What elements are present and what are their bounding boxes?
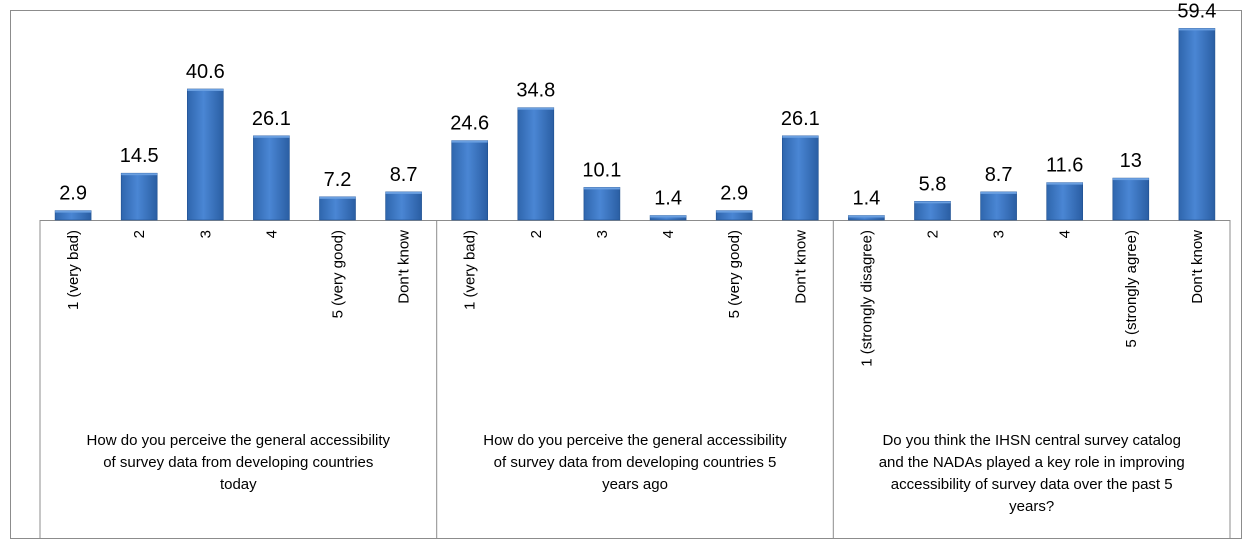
bar-g2-c1: [451, 140, 489, 221]
category-label: 1 (very bad): [65, 230, 82, 310]
bar-highlight: [583, 187, 620, 190]
category-label: 3: [991, 230, 1008, 238]
data-label: 26.1: [781, 108, 820, 130]
bar-g1-c3: [187, 88, 224, 221]
bar-g3-c5: [1112, 177, 1150, 221]
plot-area: 2.9 1 (very bad) 14.5 2 40.6 3 26.1 4 7.2 5 (very…: [39, 0, 1231, 539]
data-label: 26.1: [252, 108, 291, 130]
group-label-line: accessibility of survey data over the pa…: [891, 476, 1173, 493]
category-label: 5 (very good): [726, 230, 743, 318]
bar-highlight: [187, 89, 224, 91]
bar-g2-c3: [583, 187, 621, 221]
data-label: 40.6: [186, 61, 225, 83]
category-label: Don't know: [792, 230, 809, 304]
bar-g3-c3: [980, 191, 1017, 221]
bar-highlight: [55, 210, 92, 213]
group-label-line: of survey data from developing countries…: [494, 454, 777, 471]
category-label: 2: [131, 230, 148, 238]
bar-highlight: [650, 215, 687, 218]
group-label-line: Do you think the IHSN central survey cat…: [882, 432, 1180, 449]
bar-g3-c2: [914, 201, 951, 221]
data-label: 59.4: [1177, 0, 1216, 22]
data-label: 14.5: [120, 145, 159, 167]
bar-g1-c6: [385, 191, 422, 221]
bar-highlight: [319, 196, 356, 199]
data-label: 8.7: [390, 164, 418, 186]
bar-g1-c2: [120, 172, 158, 221]
category-label: 3: [197, 230, 214, 238]
bar-highlight: [121, 173, 158, 176]
bar-highlight: [385, 191, 422, 194]
bar-highlight: [1178, 28, 1215, 31]
data-label: 1.4: [654, 188, 682, 210]
bar-g3-c4: [1046, 182, 1083, 221]
group-label-line: How do you perceive the general accessib…: [483, 432, 787, 449]
group-label-line: How do you perceive the general accessib…: [87, 432, 391, 449]
data-label: 1.4: [852, 188, 880, 210]
bar-highlight: [716, 210, 753, 213]
category-label: 5 (very good): [330, 230, 347, 318]
data-label: 5.8: [919, 173, 947, 195]
category-label: Don't know: [396, 230, 413, 304]
bar-highlight: [782, 135, 819, 138]
group-label-line: today: [220, 476, 257, 493]
data-label: 11.6: [1046, 155, 1083, 177]
data-label: 7.2: [324, 169, 352, 191]
category-label: Don't know: [1189, 230, 1206, 304]
bar-g1-c4: [253, 135, 290, 221]
category-label: 4: [1057, 230, 1074, 238]
bar-highlight: [451, 140, 488, 143]
data-label: 8.7: [985, 164, 1013, 186]
bar-g2-c2: [517, 107, 555, 221]
bar-highlight: [517, 107, 554, 110]
group-label-line: of survey data from developing countries: [103, 454, 373, 471]
group-label-line: and the NADAs played a key role in impro…: [879, 454, 1185, 471]
group-label-line: years ago: [602, 476, 668, 493]
category-label: 5 (strongly agree): [1123, 230, 1140, 348]
data-label: 2.9: [59, 183, 87, 205]
bar-g1-c5: [319, 196, 356, 221]
category-label: 1 (strongly disagree): [858, 230, 875, 367]
category-label: 1 (very bad): [462, 230, 479, 310]
bar-highlight: [1112, 178, 1149, 181]
bar-highlight: [848, 215, 885, 218]
bar-highlight: [1046, 182, 1083, 185]
bar-g3-c6: [1178, 28, 1216, 221]
bar-highlight: [253, 135, 290, 138]
bar-g2-c6: [781, 135, 819, 221]
data-label: 10.1: [582, 159, 621, 181]
bar-highlight: [914, 201, 951, 204]
group-label-line: years?: [1009, 498, 1054, 515]
bar-highlight: [980, 191, 1017, 194]
category-label: 2: [925, 230, 942, 238]
data-label: 24.6: [450, 113, 489, 135]
data-label: 2.9: [720, 183, 748, 205]
category-label: 4: [263, 230, 280, 238]
category-label: 3: [594, 230, 611, 238]
category-label: 4: [660, 230, 677, 238]
data-label: 34.8: [516, 80, 555, 102]
category-label: 2: [528, 230, 545, 238]
data-label: 13: [1120, 150, 1142, 172]
